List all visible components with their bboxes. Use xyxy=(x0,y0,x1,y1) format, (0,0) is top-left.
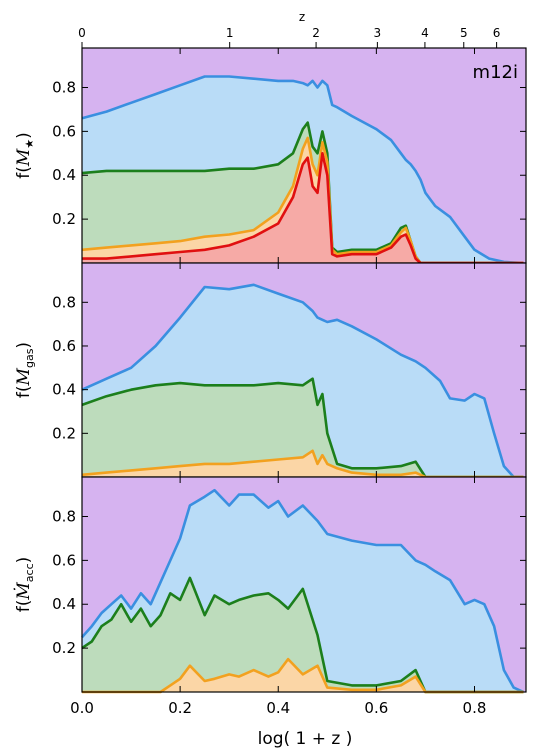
series-line-blue xyxy=(81,488,525,694)
y-tick-label: 0.2 xyxy=(52,424,76,442)
y-axis-label-close: ) xyxy=(14,132,34,139)
series-area-orange xyxy=(82,450,524,477)
series-area-red xyxy=(82,153,524,263)
y-tick-label: 0.6 xyxy=(52,551,76,569)
y-axis-label-prefix: f( xyxy=(14,385,34,398)
top-tick-label: 5 xyxy=(460,26,468,40)
x-axis-ticks: 0.0 0.2 0.4 0.6 0.8 xyxy=(70,699,486,717)
panel-frame xyxy=(81,476,527,693)
y-axis-label-prefix: f( xyxy=(14,166,34,179)
series-area-green xyxy=(82,378,524,477)
x-tick-label: 0.6 xyxy=(364,699,388,717)
top-tick-label: 1 xyxy=(226,26,234,40)
y-tick-label: 0.8 xyxy=(52,507,76,525)
y-axis-label-symbol: M xyxy=(14,148,34,167)
y-tick-label: 0.4 xyxy=(52,595,76,613)
x-tick-label: 0.0 xyxy=(70,699,94,717)
top-axis-ticks: 0 1 2 3 4 5 6 xyxy=(78,26,500,48)
x-axis-label: log( 1 + z ) xyxy=(258,729,353,749)
y-axis-label-prefix: f( xyxy=(14,600,34,613)
y-axis-label-subscript: ★ xyxy=(23,139,36,149)
y-tick-label: 0.6 xyxy=(52,122,76,140)
top-tick-label: 0 xyxy=(78,26,86,40)
y-tick-label: 0.8 xyxy=(52,78,76,96)
top-tick-label: 2 xyxy=(312,26,320,40)
y-axis-label-close: ) xyxy=(14,557,34,564)
y-axis-label: f(M★) xyxy=(14,132,36,179)
x-tick-label: 0.2 xyxy=(168,699,192,717)
y-tick-label: 0.2 xyxy=(52,639,76,657)
y-tick-label: 0.8 xyxy=(52,293,76,311)
top-axis-label: z xyxy=(299,10,305,24)
series-line-blue xyxy=(81,75,524,265)
top-tick-label: 3 xyxy=(374,26,382,40)
y-axis-label-subscript: acc xyxy=(23,563,36,582)
series-line-blue xyxy=(81,283,524,479)
y-tick-label: 0.4 xyxy=(52,166,76,184)
panel-accretion-rate: 0.2 0.4 0.6 0.8 f(Ṁacc) xyxy=(13,476,527,694)
y-tick-label: 0.4 xyxy=(52,381,76,399)
y-axis-label-symbol: Ṁ xyxy=(13,582,34,601)
y-axis-label: f(Mgas) xyxy=(14,342,36,398)
y-axis-label: f(Ṁacc) xyxy=(13,557,36,613)
y-axis-label-subscript: gas xyxy=(23,348,36,368)
y-tick-label: 0.6 xyxy=(52,337,76,355)
top-tick-label: 6 xyxy=(493,26,501,40)
panel-stellar-mass: 0.2 0.4 0.6 0.8 f(M★) m12i xyxy=(14,47,527,265)
x-tick-label: 0.8 xyxy=(463,699,487,717)
panel-annotation: m12i xyxy=(473,62,518,83)
series-area-green xyxy=(82,577,524,692)
y-tick-label: 0.2 xyxy=(52,210,76,228)
y-axis-label-close: ) xyxy=(14,342,34,349)
y-axis-label-symbol: M xyxy=(14,367,34,386)
top-tick-label: 4 xyxy=(421,26,429,40)
x-tick-label: 0.4 xyxy=(266,699,290,717)
panel-gas-mass: 0.2 0.4 0.6 0.8 f(Mgas) xyxy=(14,262,527,479)
